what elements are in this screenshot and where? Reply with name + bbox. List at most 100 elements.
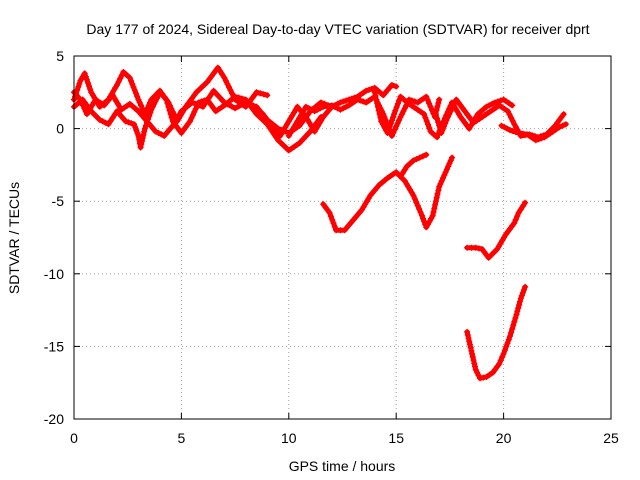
data-point-plus (468, 347, 475, 354)
data-point-plus (139, 135, 146, 141)
data-point-plus (224, 101, 231, 108)
data-point-plus (417, 209, 424, 216)
data-point-plus (432, 111, 439, 118)
data-point-plus (324, 103, 331, 110)
data-point-plus (320, 103, 327, 110)
data-point-plus (411, 98, 418, 105)
data-point-plus (107, 118, 114, 124)
data-point-plus (507, 333, 513, 340)
data-point-plus (371, 89, 378, 96)
data-point-plus (488, 251, 495, 258)
data-point-plus (469, 354, 476, 360)
data-point-plus (82, 73, 89, 80)
data-point-plus (318, 99, 324, 106)
data-point-plus (81, 105, 88, 112)
data-point-plus (385, 126, 392, 133)
data-point-plus (337, 106, 344, 113)
data-point-plus (343, 97, 350, 104)
data-point-plus (516, 301, 523, 308)
data-point-plus (432, 198, 439, 205)
data-point-plus (388, 82, 395, 88)
data-point-plus (518, 292, 525, 299)
data-point-plus (331, 223, 338, 230)
data-point-plus (384, 130, 391, 136)
data-point-plus (394, 100, 401, 107)
data-point-plus (85, 79, 91, 86)
data-point-plus (393, 123, 400, 130)
data-point-plus (125, 119, 132, 126)
data-point-plus (414, 202, 421, 209)
data-point-plus (196, 102, 203, 109)
data-point-plus (559, 122, 566, 129)
data-point-plus (264, 92, 271, 99)
series-trace (320, 155, 455, 233)
data-point-plus (148, 96, 155, 103)
y-axis-label: SDTVAR / TECUs (6, 182, 22, 294)
data-point-plus (515, 130, 522, 136)
data-point-plus (497, 97, 504, 104)
data-point-plus (500, 350, 507, 357)
data-point-plus (229, 90, 235, 97)
data-point-plus (224, 81, 231, 87)
data-point-plus (314, 106, 321, 113)
data-point-plus (466, 341, 473, 348)
data-point-plus (509, 326, 516, 332)
data-point-plus (115, 78, 122, 85)
data-point-plus (508, 114, 515, 121)
data-point-plus (192, 100, 199, 107)
data-point-plus (420, 153, 426, 160)
data-point-plus (75, 84, 82, 90)
data-series-s6 (371, 89, 516, 141)
data-point-plus (435, 187, 442, 194)
data-point-plus (354, 96, 361, 103)
data-point-plus (140, 131, 147, 138)
data-point-plus (472, 363, 478, 370)
data-point-plus (422, 114, 429, 121)
data-point-plus (413, 156, 420, 163)
data-point-plus (515, 209, 522, 216)
data-point-plus (337, 99, 344, 106)
data-point-plus (109, 114, 116, 121)
x-tick-label: 20 (496, 430, 512, 446)
data-point-plus (375, 107, 382, 114)
data-point-plus (74, 87, 81, 94)
data-point-plus (471, 360, 478, 367)
data-point-plus (397, 173, 404, 180)
data-point-plus (496, 360, 503, 367)
data-point-plus (560, 111, 567, 118)
data-series-s11 (464, 199, 529, 261)
data-point-plus (508, 329, 515, 336)
data-point-plus (432, 201, 439, 208)
data-point-plus (137, 144, 144, 151)
data-point-plus (366, 86, 372, 93)
data-point-plus (390, 114, 396, 121)
data-point-plus (163, 96, 170, 103)
data-point-plus (416, 154, 423, 161)
data-point-plus (86, 83, 92, 89)
data-point-plus (77, 77, 84, 84)
data-series-s10 (397, 151, 430, 180)
data-point-plus (437, 180, 444, 187)
data-point-plus (512, 315, 519, 322)
y-tick-label: 0 (56, 121, 64, 137)
x-axis-label: GPS time / hours (289, 458, 396, 474)
data-point-plus (217, 68, 224, 74)
data-point-plus (491, 249, 498, 255)
data-point-plus (416, 205, 423, 212)
data-point-plus (556, 124, 563, 131)
data-point-plus (228, 103, 235, 110)
data-point-plus (506, 111, 513, 118)
data-point-plus (449, 154, 455, 161)
data-point-plus (91, 111, 97, 118)
data-point-plus (436, 183, 443, 190)
data-point-plus (492, 99, 498, 106)
data-point-plus (429, 212, 436, 219)
data-point-plus (222, 77, 229, 84)
data-point-plus (198, 98, 205, 105)
data-point-plus (232, 93, 239, 100)
data-point-plus (164, 100, 171, 107)
data-point-plus (136, 99, 143, 106)
data-point-plus (425, 121, 431, 128)
y-tick-label: -20 (44, 411, 64, 427)
data-point-plus (114, 82, 120, 88)
